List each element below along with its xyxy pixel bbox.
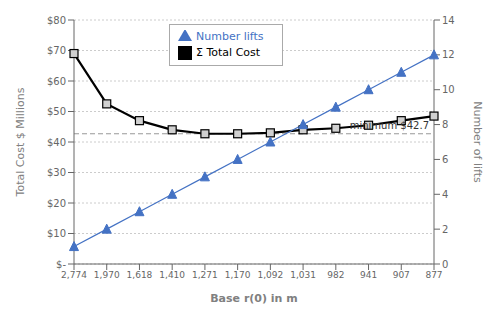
svg-text:$80: $80 bbox=[47, 15, 66, 26]
html-text:Number lifts: Number lifts bbox=[196, 30, 264, 43]
svg-text:877: 877 bbox=[425, 270, 442, 280]
svg-text:$40: $40 bbox=[47, 137, 66, 148]
svg-text:$-: $- bbox=[56, 259, 66, 270]
svg-text:$70: $70 bbox=[47, 45, 66, 56]
svg-text:982: 982 bbox=[327, 270, 344, 280]
svg-text:12: 12 bbox=[442, 49, 455, 60]
svg-text:907: 907 bbox=[393, 270, 410, 280]
svg-text:$60: $60 bbox=[47, 76, 66, 87]
svg-text:14: 14 bbox=[442, 15, 455, 26]
svg-text:minimum $42.7: minimum $42.7 bbox=[350, 120, 429, 131]
svg-text:1,170: 1,170 bbox=[225, 270, 251, 280]
svg-text:$30: $30 bbox=[47, 167, 66, 178]
svg-text:2,774: 2,774 bbox=[61, 270, 87, 280]
svg-text:8: 8 bbox=[442, 119, 448, 130]
svg-text:10: 10 bbox=[442, 84, 455, 95]
svg-text:4: 4 bbox=[442, 189, 448, 200]
svg-text:$10: $10 bbox=[47, 228, 66, 239]
svg-text:$20: $20 bbox=[47, 198, 66, 209]
svg-text:6: 6 bbox=[442, 154, 448, 165]
svg-text:2: 2 bbox=[442, 224, 448, 235]
svg-text:0: 0 bbox=[442, 259, 448, 270]
svg-text:Base r(0) in m: Base r(0) in m bbox=[210, 292, 298, 305]
svg-text:1,970: 1,970 bbox=[94, 270, 120, 280]
svg-text:1,092: 1,092 bbox=[257, 270, 283, 280]
svg-text:Total Cost $ Millions: Total Cost $ Millions bbox=[14, 87, 27, 197]
svg-text:941: 941 bbox=[360, 270, 377, 280]
svg-text:1,031: 1,031 bbox=[290, 270, 316, 280]
svg-text:1,271: 1,271 bbox=[192, 270, 218, 280]
svg-text:1,410: 1,410 bbox=[159, 270, 185, 280]
svg-text:Number of lifts: Number of lifts bbox=[471, 101, 484, 183]
html-text:Σ Total Cost: Σ Total Cost bbox=[196, 46, 261, 59]
svg-text:$50: $50 bbox=[47, 106, 66, 117]
svg-text:1,618: 1,618 bbox=[127, 270, 153, 280]
